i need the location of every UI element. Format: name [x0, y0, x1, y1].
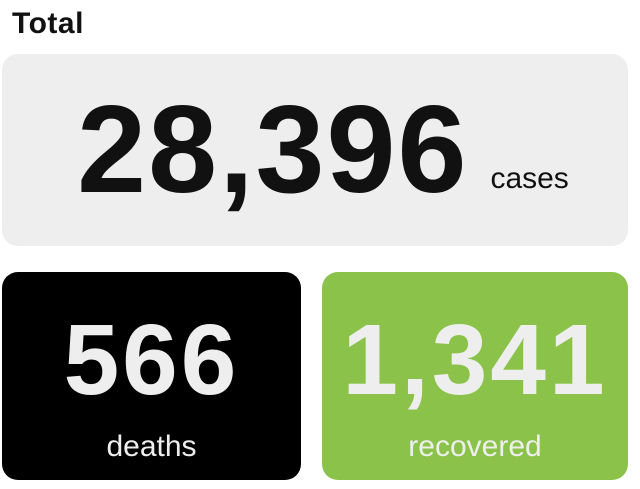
total-cases-unit: cases [490, 162, 569, 195]
total-cases-card: 28,396 cases [2, 54, 628, 246]
deaths-label: deaths [106, 430, 197, 463]
recovered-value: 1,341 [342, 304, 608, 416]
total-cases-value: 28,396 [77, 81, 469, 219]
deaths-value: 566 [63, 304, 240, 416]
deaths-card: 566 deaths [2, 272, 301, 480]
recovered-card: 1,341 recovered [322, 272, 628, 480]
total-cases-content: 28,396 cases [77, 88, 569, 212]
recovered-label: recovered [408, 430, 542, 463]
page-title: Total [12, 7, 84, 40]
